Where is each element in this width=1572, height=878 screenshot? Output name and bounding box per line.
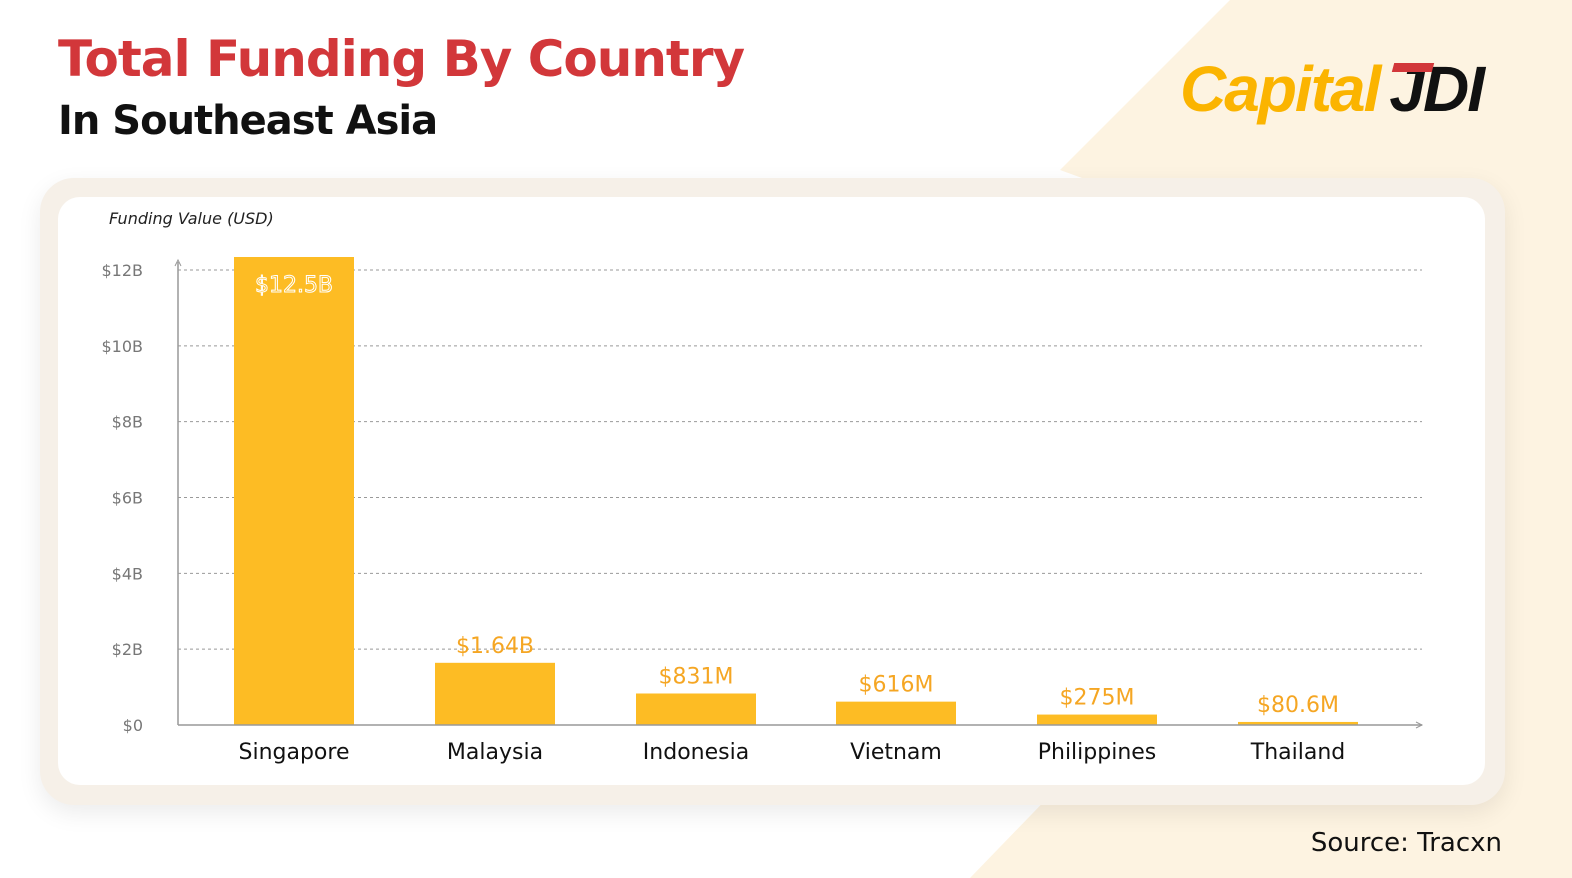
y-tick-label: $10B (101, 337, 143, 356)
logo-text: Capital (1180, 53, 1381, 125)
data-label: $80.6M (1257, 693, 1339, 718)
x-tick-label: Philippines (1038, 740, 1157, 765)
x-tick-label: Indonesia (643, 740, 749, 765)
bar-vietnam (836, 701, 956, 725)
bar-philippines (1037, 714, 1157, 725)
y-tick-label: $0 (123, 716, 143, 735)
x-tick-label: Vietnam (850, 740, 942, 765)
bar-singapore (234, 257, 354, 725)
bar-thailand (1238, 721, 1358, 725)
x-tick-label: Malaysia (447, 740, 543, 765)
y-axis-arrow (174, 258, 182, 267)
y-tick-label: $12B (101, 261, 143, 280)
bar-indonesia (636, 693, 756, 725)
y-tick-label: $4B (112, 564, 143, 583)
y-tick-label: $2B (112, 640, 143, 659)
data-label: $12.5B (255, 273, 333, 298)
bar-malaysia (435, 662, 555, 725)
capital-jdi-logo: Capital JDI (1180, 52, 1485, 126)
page-title: Total Funding By Country (58, 30, 745, 88)
page-subtitle: In Southeast Asia (58, 98, 438, 144)
data-label: $616M (859, 673, 934, 698)
y-axis-label: Funding Value (USD) (109, 209, 274, 228)
data-label: $831M (659, 664, 734, 689)
y-tick-label: $6B (112, 489, 143, 508)
y-tick-label: $8B (112, 413, 143, 432)
x-tick-label: Thailand (1250, 740, 1345, 765)
x-tick-label: Singapore (239, 740, 350, 765)
x-axis-arrow (1415, 721, 1424, 729)
logo-mark: JDI (1389, 53, 1485, 125)
data-label: $1.64B (456, 634, 534, 659)
data-label: $275M (1060, 686, 1135, 711)
source-note: Source: Tracxn (1310, 828, 1502, 858)
